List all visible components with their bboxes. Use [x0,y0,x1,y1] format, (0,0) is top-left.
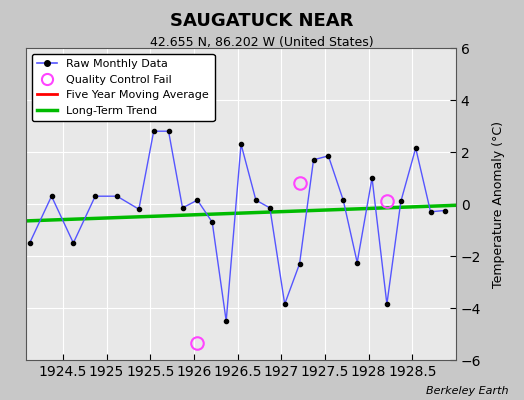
Text: 42.655 N, 86.202 W (United States): 42.655 N, 86.202 W (United States) [150,36,374,49]
Text: Berkeley Earth: Berkeley Earth [426,386,508,396]
Legend: Raw Monthly Data, Quality Control Fail, Five Year Moving Average, Long-Term Tren: Raw Monthly Data, Quality Control Fail, … [32,54,214,121]
Y-axis label: Temperature Anomaly (°C): Temperature Anomaly (°C) [493,120,505,288]
Text: SAUGATUCK NEAR: SAUGATUCK NEAR [170,12,354,30]
